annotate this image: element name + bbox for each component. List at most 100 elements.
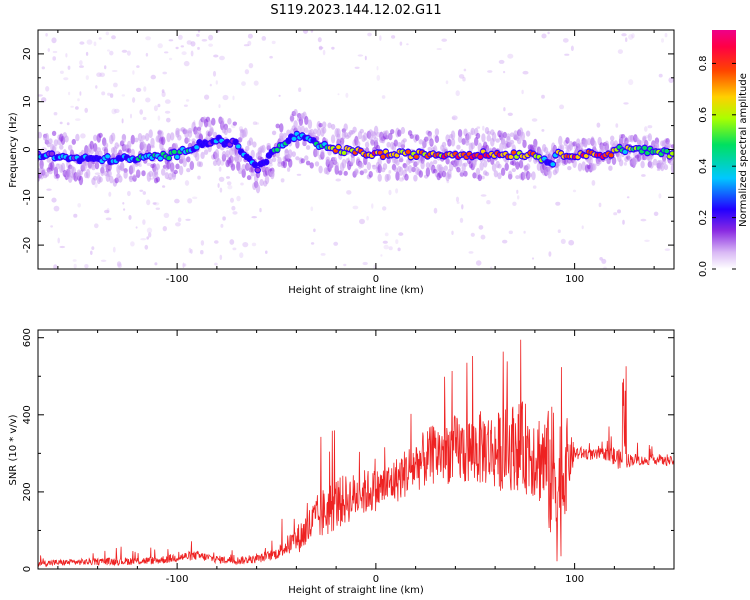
- spectrogram-speckle: [100, 259, 107, 262]
- spectrogram-speckle: [162, 185, 166, 188]
- spectrogram-halo-cell: [252, 141, 257, 148]
- spectrogram-halo-cell: [55, 163, 60, 170]
- spectrogram-halo-cell: [288, 158, 293, 168]
- spectrogram-speckle: [105, 217, 112, 221]
- spectrogram-halo-cell: [427, 146, 432, 152]
- spectrogram-speckle: [243, 44, 250, 47]
- spectrogram-speckle: [171, 155, 175, 159]
- spectrogram-speckle: [215, 80, 218, 85]
- spectrogram-halo-cell: [368, 134, 373, 141]
- spectrogram-halo-cell: [356, 140, 361, 147]
- spectrogram-speckle: [343, 263, 347, 267]
- spectrogram-speckle: [455, 196, 460, 202]
- spectrogram-halo-cell: [502, 131, 508, 139]
- spectrogram-halo-cell: [456, 166, 461, 173]
- spectrogram-speckle: [128, 215, 132, 220]
- spectrogram-halo-cell: [511, 168, 516, 173]
- spectrogram-speckle: [555, 201, 561, 206]
- spectrogram-halo-cell: [334, 161, 339, 171]
- spectrogram-speckle: [104, 65, 107, 70]
- spectrogram-halo-cell: [166, 132, 171, 143]
- spectrogram-speckle: [658, 73, 663, 78]
- spectrogram-cell-core: [622, 149, 628, 154]
- spectrogram-halo-cell: [572, 141, 577, 147]
- spectrogram-speckle: [380, 254, 383, 257]
- spectrogram-cell-core: [642, 145, 647, 150]
- spectrogram-halo-cell: [282, 160, 287, 169]
- spectrogram-speckle: [623, 102, 629, 105]
- spectrogram-speckle: [664, 33, 668, 38]
- spectrogram-cell-core: [511, 150, 517, 155]
- spectrogram-halo-cell: [330, 123, 336, 130]
- y-tick-label: -10: [22, 189, 33, 205]
- spectrogram-halo-cell: [127, 140, 132, 149]
- spectrogram-halo-cell: [38, 131, 42, 139]
- spectrogram-speckle: [109, 50, 114, 56]
- spectrogram-speckle: [310, 206, 314, 212]
- spectrogram-cell-core: [166, 156, 172, 161]
- spectrogram-speckle: [354, 66, 360, 70]
- spectrogram-speckle: [94, 172, 101, 175]
- spectrogram-cell-core: [263, 160, 269, 165]
- spectrogram-halo-cell: [318, 165, 323, 174]
- spectrogram-speckle: [507, 53, 514, 59]
- spectrogram-speckle: [121, 94, 126, 97]
- spectrogram-cell-core: [255, 168, 261, 173]
- y-tick-label: 10: [22, 95, 33, 108]
- spectrogram-speckle: [77, 203, 81, 208]
- spectrogram-halo-cell: [527, 172, 533, 178]
- spectrogram-halo-cell: [407, 165, 413, 173]
- spectrogram-speckle: [146, 227, 153, 234]
- spectrogram-halo-cell: [170, 163, 175, 174]
- spectrogram-speckle: [523, 230, 526, 234]
- spectrogram-speckle: [197, 46, 200, 50]
- spectrogram-halo-cell: [314, 148, 320, 157]
- spectrogram-halo-cell: [554, 164, 559, 174]
- spectrogram-speckle: [201, 39, 208, 42]
- spectrogram-speckle: [94, 223, 99, 229]
- spectrogram-halo-cell: [581, 161, 586, 171]
- spectrogram-halo-cell: [170, 132, 175, 141]
- spectrogram-halo-cell: [241, 164, 246, 172]
- spectrogram-speckle: [164, 51, 169, 54]
- spectrogram-speckle: [186, 40, 192, 45]
- spectrogram-halo-cell: [196, 129, 202, 135]
- spectrogram-speckle: [644, 239, 650, 242]
- spectrogram-halo-cell: [667, 143, 672, 148]
- spectrogram-speckle: [623, 162, 627, 166]
- spectrogram-halo-cell: [425, 167, 431, 177]
- spectrogram-halo-cell: [198, 161, 203, 168]
- spectrogram-speckle: [461, 204, 464, 210]
- spectrogram-speckle: [252, 121, 258, 125]
- spectrogram-halo-cell: [499, 130, 504, 136]
- colorbar: 0.0 0.2 0.4 0.6 0.8 Normalized spectral ampl…: [698, 30, 749, 277]
- spectrogram-speckle: [287, 167, 291, 172]
- spectrogram-speckle: [570, 45, 574, 52]
- spectrogram-speckle: [296, 173, 302, 176]
- spectrogram-speckle: [451, 115, 458, 121]
- spectrogram-halo-cell: [130, 134, 135, 145]
- spectrogram-cell-core: [194, 145, 200, 150]
- spectrogram-halo-cell: [189, 160, 194, 170]
- spectrogram-halo-cell: [246, 175, 252, 181]
- spectrogram-speckle: [366, 215, 369, 221]
- spectrogram-halo-cell: [336, 128, 341, 138]
- spectrogram-halo-cell: [300, 158, 305, 164]
- spectrogram-speckle: [621, 33, 627, 37]
- spectrogram-speckle: [591, 180, 596, 186]
- spectrogram-speckle: [335, 178, 342, 182]
- spectrogram-halo-cell: [461, 138, 466, 145]
- spectrogram-speckle: [231, 205, 236, 211]
- spectrogram-halo-cell: [409, 134, 414, 139]
- y-tick-label: 600: [22, 328, 33, 347]
- spectrogram-halo-cell: [592, 163, 597, 171]
- spectrogram-speckle: [517, 195, 520, 200]
- spectrogram-cell-core: [583, 154, 589, 158]
- spectrogram-halo-cell: [132, 174, 137, 180]
- spectrogram-halo-cell: [50, 161, 55, 172]
- spectrogram-speckle: [182, 262, 185, 269]
- spectrogram-halo-cell: [486, 130, 491, 135]
- spectrogram-halo-cell: [647, 133, 652, 142]
- spectrogram-x-ticks: -100 0 100: [57, 30, 655, 285]
- spectrogram-halo-cell: [143, 143, 148, 152]
